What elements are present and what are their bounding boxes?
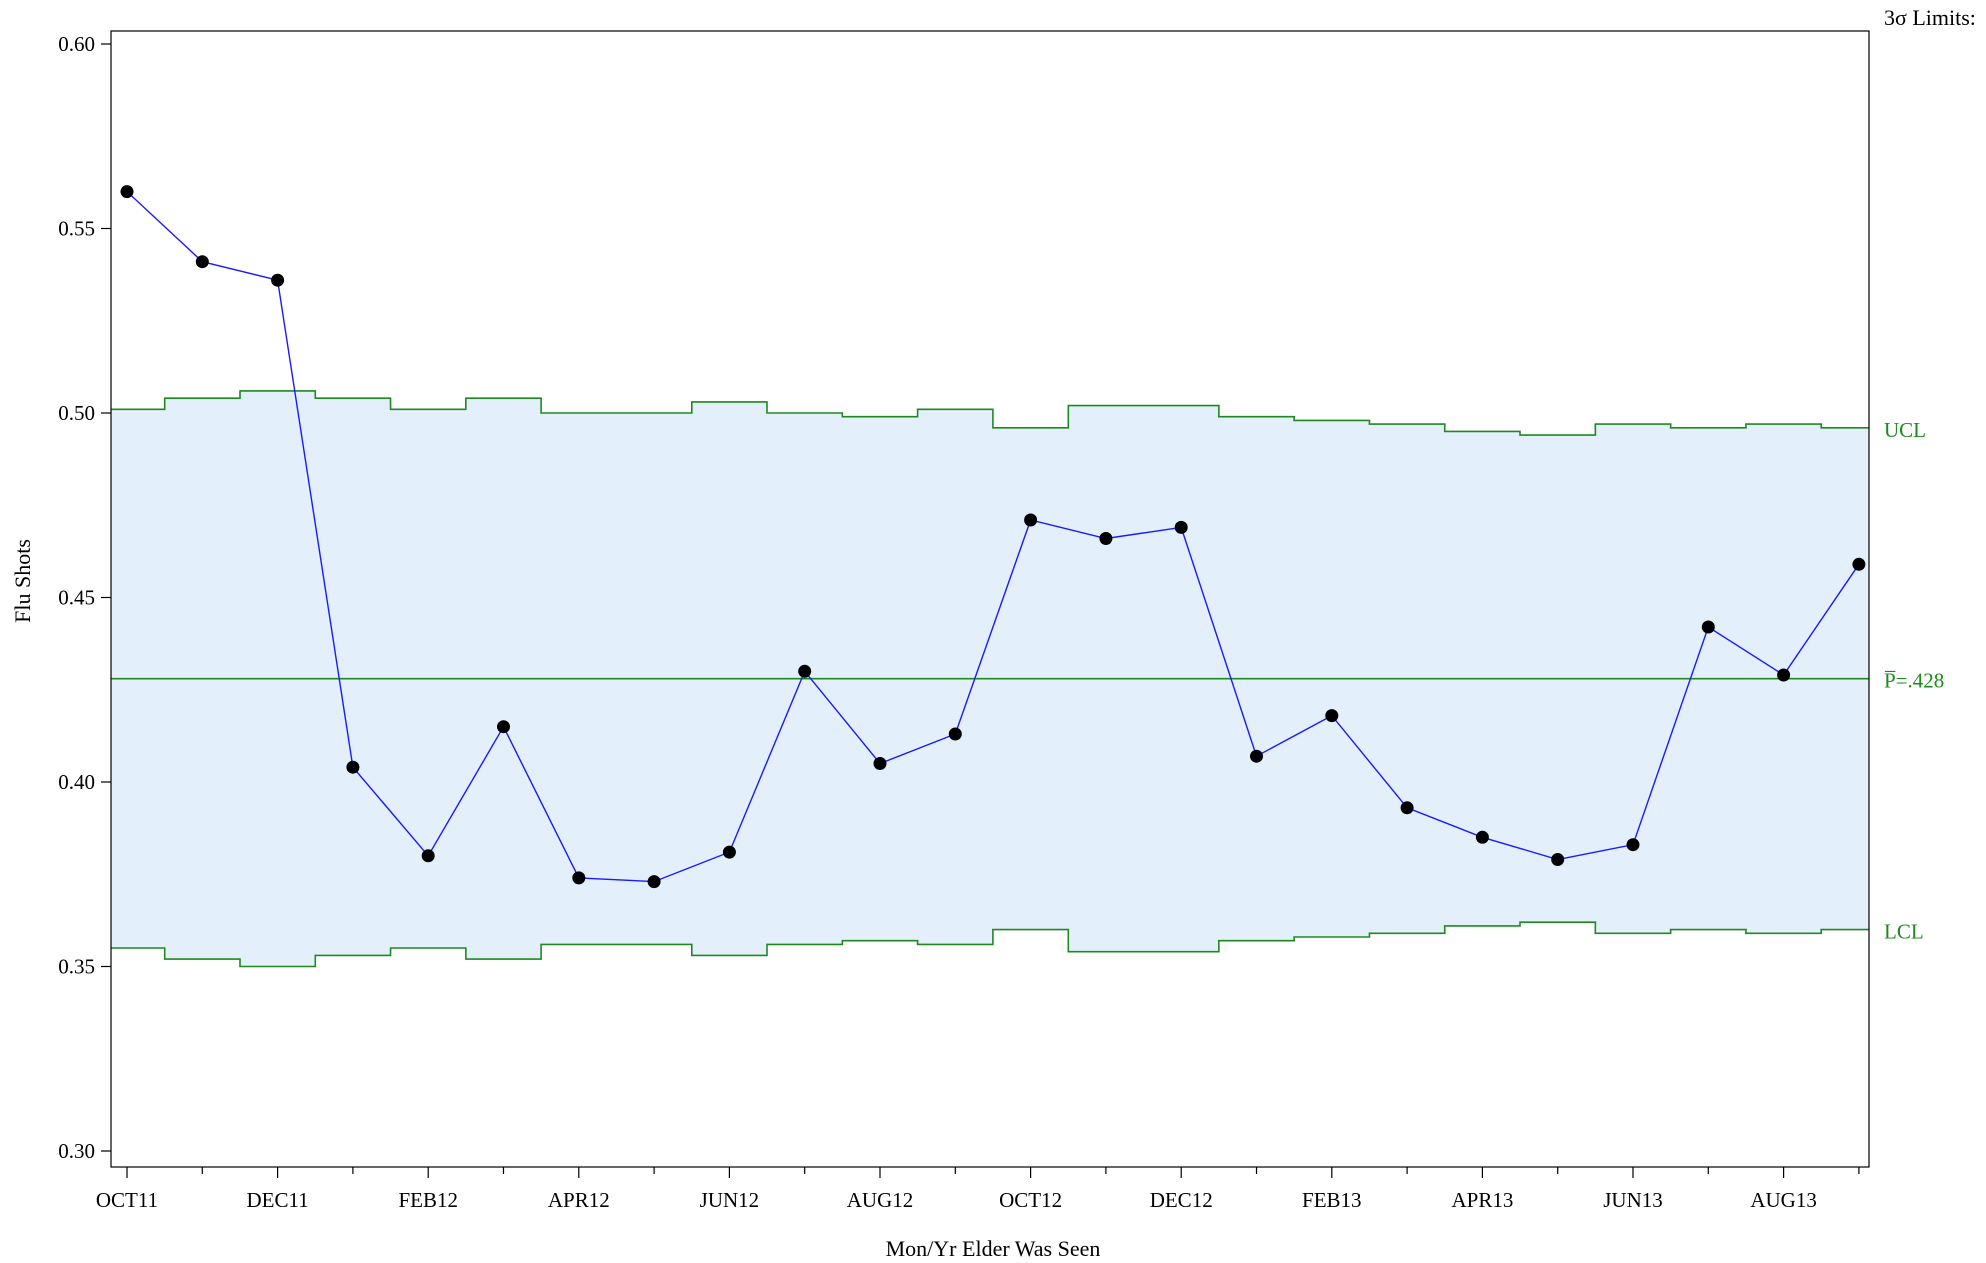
data-point	[1777, 668, 1791, 682]
data-point	[195, 255, 209, 269]
x-tick-label: DEC12	[1150, 1188, 1213, 1212]
data-point	[1024, 513, 1038, 527]
x-tick-label: APR13	[1451, 1188, 1513, 1212]
plot-frame	[110, 30, 1870, 1168]
ucl-line	[111, 390, 1869, 436]
y-tick-label: 0.50	[58, 401, 95, 425]
y-axis-label: Flu Shots	[10, 539, 35, 623]
data-point	[271, 273, 285, 287]
series-layer	[120, 185, 1866, 889]
x-tick-label: FEB13	[1302, 1188, 1362, 1212]
x-tick-label: JUN13	[1603, 1188, 1663, 1212]
y-tick-label: 0.30	[58, 1139, 95, 1163]
data-point	[722, 845, 736, 859]
center-line-label: P̅=.428	[1884, 669, 1944, 693]
series-line	[126, 191, 1860, 883]
control-limits-layer	[111, 390, 1869, 968]
x-tick-label: JUN12	[700, 1188, 760, 1212]
data-point	[346, 760, 360, 774]
x-tick-label: AUG13	[1750, 1188, 1817, 1212]
limits-heading: 3σ Limits:	[1884, 5, 1976, 30]
data-point	[1626, 838, 1640, 852]
y-tick-label: 0.35	[58, 955, 95, 979]
data-point	[120, 185, 134, 199]
data-point	[421, 849, 435, 863]
x-axis-label: Mon/Yr Elder Was Seen	[886, 1236, 1101, 1261]
x-tick-label: DEC11	[246, 1188, 308, 1212]
x-tick-label: OCT11	[96, 1188, 158, 1212]
data-point	[1174, 520, 1188, 534]
x-tick-label: AUG12	[847, 1188, 914, 1212]
x-tick-label: OCT12	[999, 1188, 1062, 1212]
ucl-label: UCL	[1884, 418, 1926, 442]
x-tick-label: APR12	[548, 1188, 610, 1212]
y-tick-label: 0.55	[58, 217, 95, 241]
data-point	[1701, 620, 1715, 634]
data-point	[1400, 801, 1414, 815]
data-point	[647, 875, 661, 889]
data-point	[798, 664, 812, 678]
data-point	[572, 871, 586, 885]
data-point	[1475, 830, 1489, 844]
y-tick-label: 0.40	[58, 770, 95, 794]
data-point	[1250, 749, 1263, 763]
data-point	[1325, 709, 1339, 723]
x-tick-label: FEB12	[398, 1188, 458, 1212]
data-point	[497, 720, 510, 734]
y-tick-label: 0.45	[58, 586, 95, 610]
y-tick-label: 0.60	[58, 32, 95, 56]
x-axis: OCT11 DEC11 FEB12 APR12 JUN12 AUG12 OCT12 DEC12…	[96, 1167, 1860, 1212]
data-point	[1099, 532, 1113, 545]
data-point	[1551, 853, 1565, 866]
lcl-line	[111, 921, 1869, 968]
lcl-label: LCL	[1884, 920, 1924, 944]
data-point	[1852, 557, 1866, 571]
y-axis: 0.30 0.35 0.40 0.45 0.50 0.55 0.60	[58, 32, 111, 1163]
data-point	[948, 727, 962, 741]
data-point	[873, 757, 887, 770]
